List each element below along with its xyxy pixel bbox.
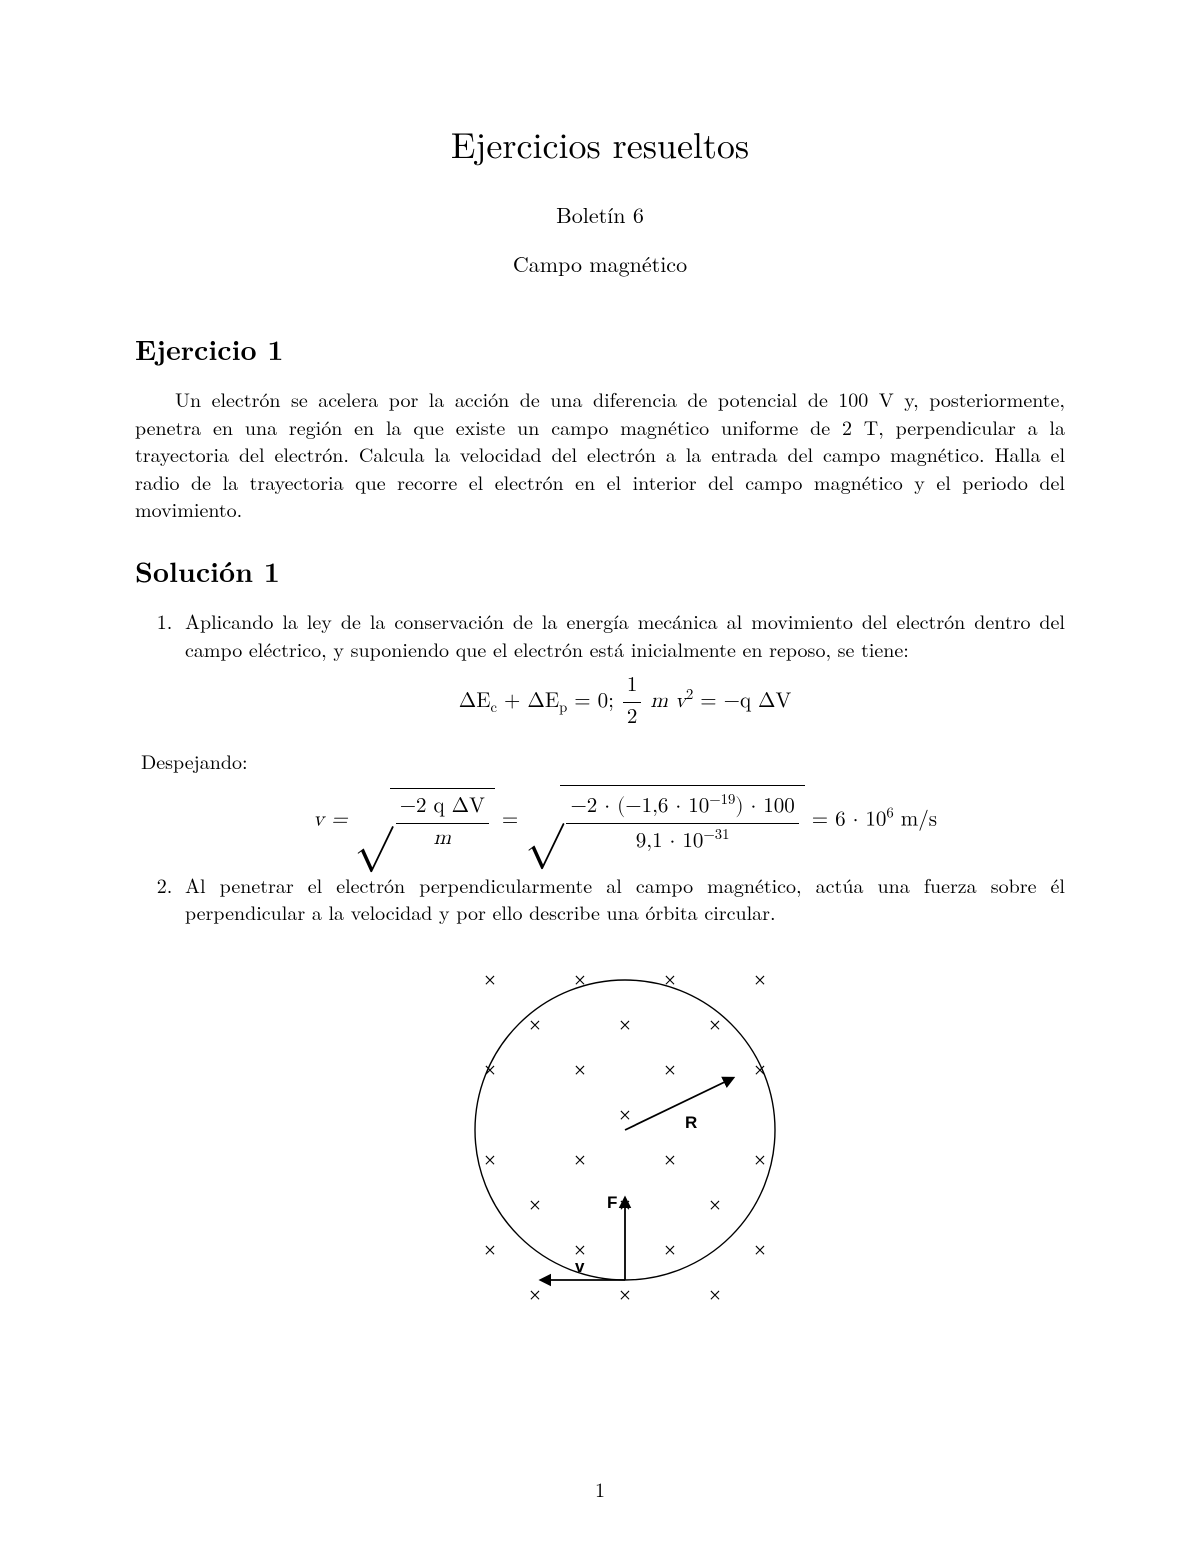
page-number: 1 bbox=[0, 1474, 1200, 1503]
solution-item-1-intro: Aplicando la ley de la conservación de l… bbox=[185, 606, 1065, 663]
solution-item-2-text: Al penetrar el electrón perpendicularmen… bbox=[185, 870, 1065, 927]
svg-text:×: × bbox=[619, 1013, 631, 1038]
sqrt-1: √ −2 q ΔV m bbox=[354, 788, 494, 854]
svg-text:R: R bbox=[685, 1113, 697, 1132]
svg-text:v: v bbox=[575, 1257, 585, 1276]
svg-text:×: × bbox=[619, 1103, 631, 1128]
despejando-label: Despejando: bbox=[141, 747, 1065, 775]
svg-text:×: × bbox=[529, 1283, 541, 1308]
sqrt-2: √ −2 · (−1,6 · 10−19) · 100 9,1 · 10−31 bbox=[525, 785, 805, 857]
equation-energy-balance: ΔEc + ΔEp = 0; 1 2 m v2 = −q ΔV bbox=[185, 672, 1065, 733]
svg-text:×: × bbox=[574, 968, 586, 993]
svg-text:×: × bbox=[664, 968, 676, 993]
page-title: Ejercicios resueltos bbox=[135, 118, 1065, 169]
svg-text:×: × bbox=[754, 1238, 766, 1263]
page-subtitle-topic: Campo magnético bbox=[135, 248, 1065, 279]
page: Ejercicios resueltos Boletín 6 Campo mag… bbox=[0, 0, 1200, 1553]
svg-text:×: × bbox=[619, 1283, 631, 1308]
svg-text:×: × bbox=[529, 1193, 541, 1218]
svg-text:×: × bbox=[754, 1058, 766, 1083]
diagram-svg: ××××××××××××××××××××××××××RFv bbox=[385, 940, 865, 1320]
fraction-half: 1 2 bbox=[623, 672, 642, 733]
svg-text:×: × bbox=[484, 1238, 496, 1263]
svg-text:×: × bbox=[574, 1148, 586, 1173]
svg-text:×: × bbox=[664, 1148, 676, 1173]
svg-text:×: × bbox=[664, 1238, 676, 1263]
svg-text:×: × bbox=[574, 1058, 586, 1083]
svg-text:×: × bbox=[754, 1148, 766, 1173]
page-subtitle-boletin: Boletín 6 bbox=[135, 199, 1065, 230]
svg-text:×: × bbox=[529, 1013, 541, 1038]
svg-text:×: × bbox=[709, 1013, 721, 1038]
exercise-heading: Ejercicio 1 bbox=[135, 329, 1065, 369]
svg-text:F: F bbox=[607, 1193, 617, 1212]
radical-icon: √ bbox=[525, 789, 563, 861]
equation-velocity: v = √ −2 q ΔV m = √ bbox=[185, 785, 1065, 857]
solution-item-1: Aplicando la ley de la conservación de l… bbox=[179, 607, 1065, 857]
problem-statement: Un electrón se acelera por la acción de … bbox=[135, 385, 1065, 523]
svg-text:×: × bbox=[709, 1283, 721, 1308]
svg-text:×: × bbox=[484, 1058, 496, 1083]
svg-text:×: × bbox=[709, 1193, 721, 1218]
svg-text:×: × bbox=[484, 1148, 496, 1173]
solution-item-2: Al penetrar el electrón perpendicularmen… bbox=[179, 871, 1065, 1326]
svg-text:×: × bbox=[664, 1058, 676, 1083]
diagram-circular-motion: ××××××××××××××××××××××××××RFv bbox=[185, 940, 1065, 1326]
solution-heading: Solución 1 bbox=[135, 551, 1065, 591]
radical-icon: √ bbox=[354, 792, 392, 858]
svg-text:×: × bbox=[754, 968, 766, 993]
solution-list: Aplicando la ley de la conservación de l… bbox=[135, 607, 1065, 1325]
svg-text:×: × bbox=[484, 968, 496, 993]
